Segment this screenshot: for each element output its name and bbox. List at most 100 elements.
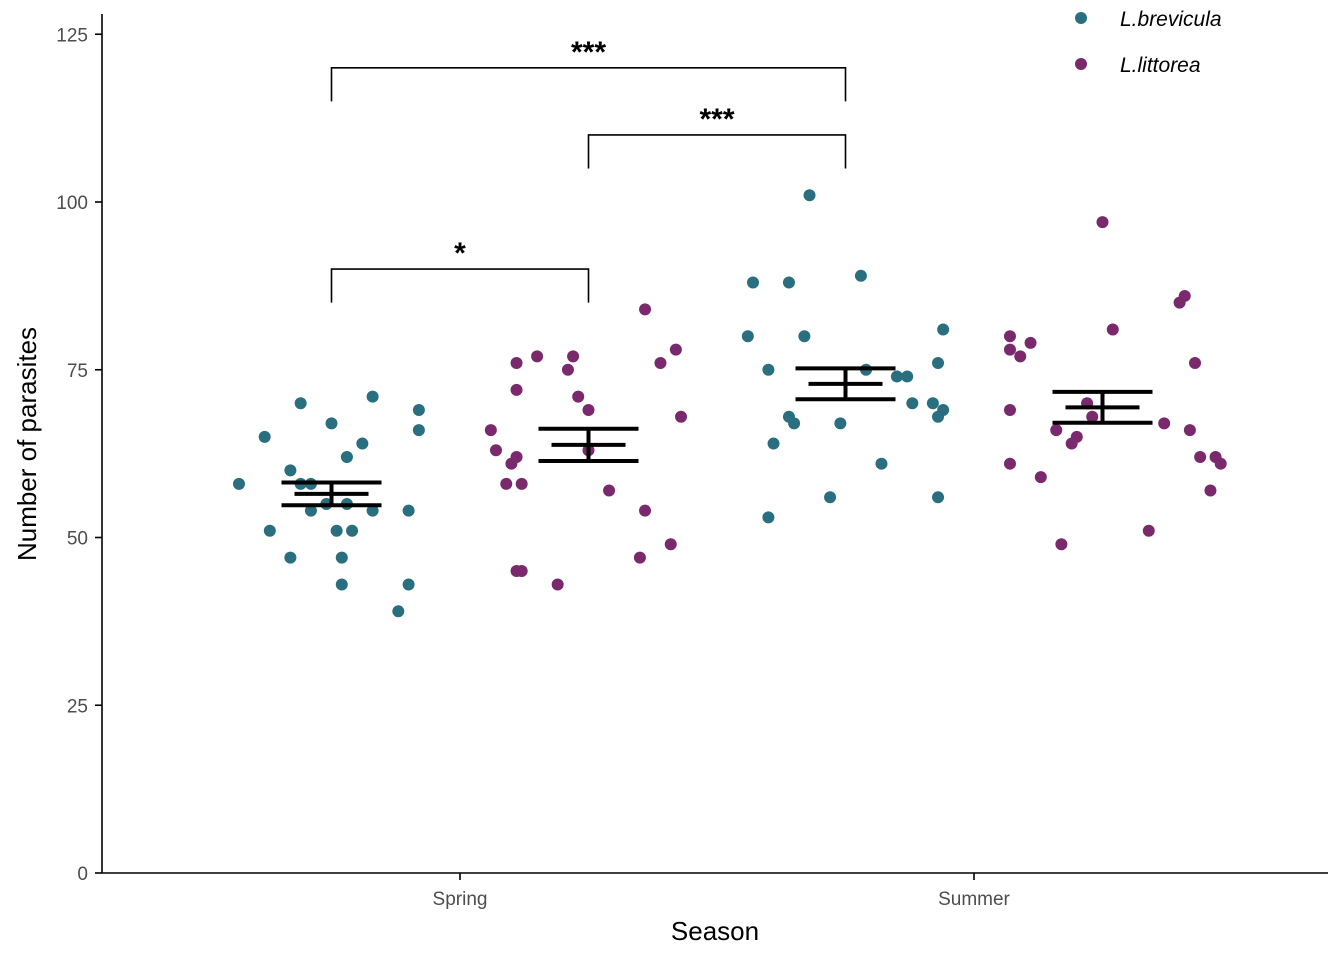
data-point — [782, 276, 795, 289]
legend-item: L.brevicula — [1075, 8, 1222, 31]
data-point — [1003, 404, 1016, 417]
y-tick-label: 100 — [56, 193, 88, 214]
y-axis-title: Number of parasites — [12, 327, 42, 561]
data-point — [500, 477, 513, 490]
data-point — [664, 538, 677, 551]
data-point — [232, 477, 245, 490]
significance-bracket: * — [330, 237, 590, 303]
bracket-line — [330, 67, 847, 102]
data-point — [1055, 538, 1068, 551]
data-point — [572, 390, 585, 403]
data-point — [1142, 524, 1155, 537]
data-point — [551, 578, 564, 591]
data-point — [1003, 330, 1016, 343]
error-bar — [538, 426, 639, 464]
data-point — [1050, 424, 1063, 437]
legend-label: L.brevicula — [1120, 8, 1222, 31]
data-point — [304, 504, 317, 517]
data-point — [1158, 417, 1171, 430]
data-point — [567, 350, 580, 363]
x-tick-label: Spring — [433, 889, 488, 910]
data-point — [489, 444, 502, 457]
error-bars — [281, 366, 1153, 508]
data-point — [340, 450, 353, 463]
data-point — [294, 397, 307, 410]
data-point — [510, 383, 523, 396]
data-point — [824, 491, 837, 504]
data-point — [402, 578, 415, 591]
error-bar — [795, 366, 896, 402]
data-point — [346, 524, 359, 537]
x-axis-title: Season — [671, 916, 759, 946]
data-point — [1194, 450, 1207, 463]
x-tick-label: Summer — [938, 889, 1010, 910]
data-point — [515, 477, 528, 490]
data-point — [937, 323, 950, 336]
data-point — [1003, 457, 1016, 470]
error-bar — [1052, 389, 1153, 425]
data-point — [1003, 343, 1016, 356]
data-point — [263, 524, 276, 537]
legend-label: L.littorea — [1120, 54, 1201, 77]
data-point — [741, 330, 754, 343]
data-point — [325, 417, 338, 430]
bracket-line — [330, 268, 590, 303]
data-point — [875, 457, 888, 470]
significance-label: *** — [571, 36, 606, 69]
y-tick-label: 25 — [67, 696, 88, 717]
legend: L.brevicula L.littorea — [1075, 8, 1222, 77]
axes — [101, 14, 1328, 874]
data-point — [1214, 457, 1227, 470]
significance-label: * — [454, 237, 466, 270]
data-point — [1096, 216, 1109, 229]
data-point — [937, 404, 950, 417]
data-point — [1070, 430, 1083, 443]
data-point — [1034, 471, 1047, 484]
data-point — [258, 430, 271, 443]
data-point — [402, 504, 415, 517]
data-point — [1178, 289, 1191, 302]
legend-item: L.littorea — [1075, 54, 1201, 77]
data-point — [675, 410, 688, 423]
data-point — [639, 303, 652, 316]
significance-bracket: *** — [587, 103, 847, 169]
data-point — [335, 578, 348, 591]
data-point — [531, 350, 544, 363]
data-point — [890, 370, 903, 383]
data-point — [603, 484, 616, 497]
data-point — [561, 363, 574, 376]
data-point — [484, 424, 497, 437]
y-tick-label: 75 — [67, 361, 88, 382]
y-ticks: 0 25 50 75 100 125 — [56, 25, 102, 885]
data-point — [906, 397, 919, 410]
data-point — [412, 424, 425, 437]
data-point — [932, 491, 945, 504]
significance-label: *** — [699, 103, 734, 136]
data-point — [762, 363, 775, 376]
y-tick-label: 125 — [56, 25, 88, 46]
data-point — [1106, 323, 1119, 336]
data-point — [654, 357, 667, 370]
data-point — [284, 464, 297, 477]
data-point — [854, 269, 867, 282]
significance-bracket: *** — [330, 36, 847, 102]
data-point — [284, 551, 297, 564]
data-point — [412, 404, 425, 417]
data-point — [767, 437, 780, 450]
data-point — [834, 417, 847, 430]
data-point — [639, 504, 652, 517]
y-tick-label: 0 — [77, 864, 88, 885]
bracket-line — [587, 134, 847, 169]
data-point — [510, 357, 523, 370]
data-point — [803, 189, 816, 202]
data-point — [1189, 357, 1202, 370]
data-point — [762, 511, 775, 524]
data-point — [510, 450, 523, 463]
data-points — [232, 189, 1227, 618]
x-ticks: Spring Summer — [433, 873, 1011, 910]
data-point — [1014, 350, 1027, 363]
data-point — [366, 504, 379, 517]
y-tick-label: 50 — [67, 529, 88, 550]
data-point — [366, 390, 379, 403]
